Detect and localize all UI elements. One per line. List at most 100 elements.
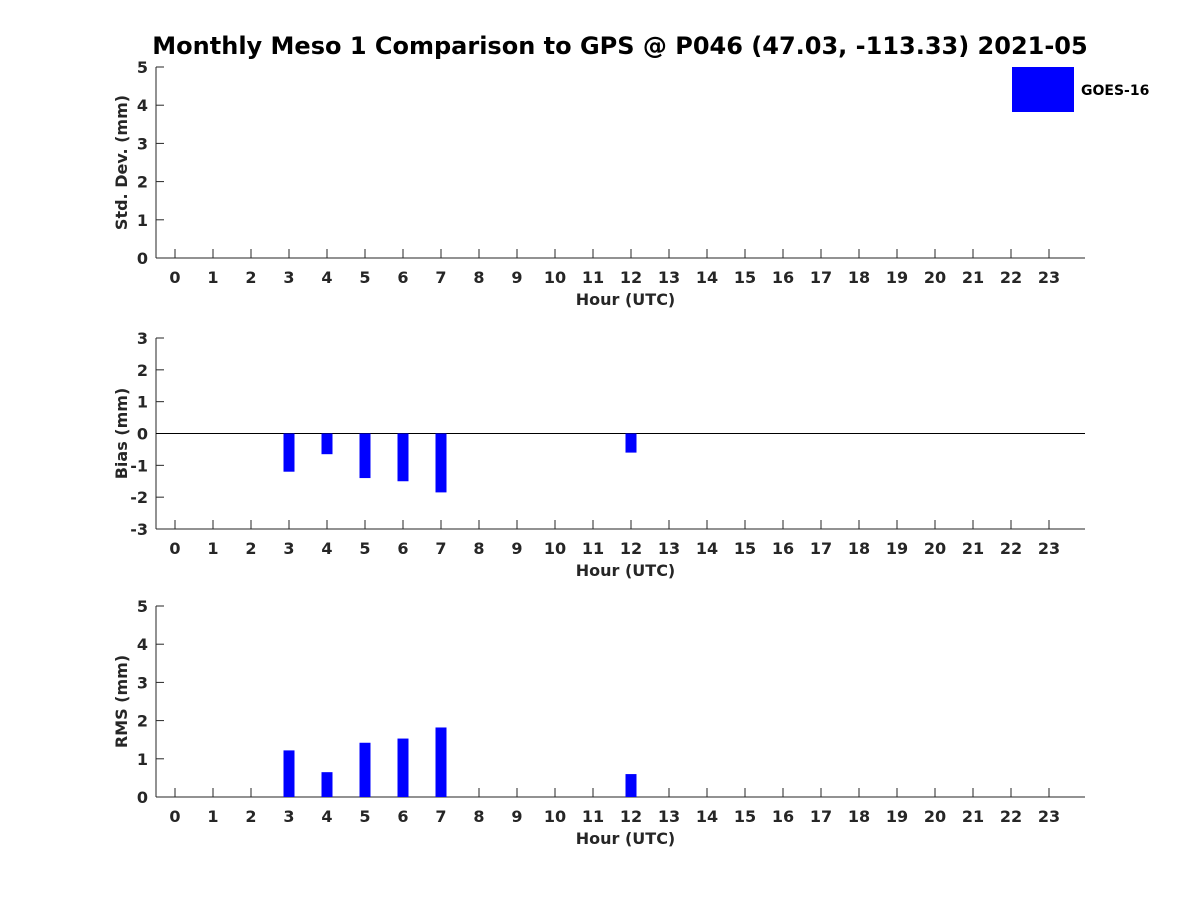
x-tick-label: 16 (772, 268, 794, 287)
bar-hour-6 (397, 433, 409, 482)
x-tick-label: 16 (772, 539, 794, 558)
x-tick-label: 3 (283, 539, 294, 558)
bar-hour-3 (283, 433, 295, 472)
bar-hour-6 (397, 738, 409, 797)
bar-hour-4 (321, 772, 333, 797)
x-tick-label: 2 (245, 807, 256, 826)
bar-hour-12 (625, 774, 637, 797)
x-tick-label: 22 (1000, 268, 1022, 287)
y-tick-label: 5 (137, 58, 148, 77)
x-tick-label: 0 (169, 807, 180, 826)
x-tick-label: 8 (473, 268, 484, 287)
legend-swatch (1012, 67, 1074, 112)
x-tick-label: 23 (1038, 539, 1060, 558)
x-tick-label: 15 (734, 539, 756, 558)
bar-hour-5 (359, 742, 371, 797)
y-tick-label: 0 (137, 249, 148, 268)
x-axis-label: Hour (UTC) (576, 561, 676, 580)
x-tick-label: 6 (397, 539, 408, 558)
x-tick-label: 13 (658, 268, 680, 287)
x-tick-label: 0 (169, 539, 180, 558)
x-tick-label: 4 (321, 807, 332, 826)
x-tick-label: 4 (321, 539, 332, 558)
y-tick-label: 3 (137, 673, 148, 692)
x-tick-label: 4 (321, 268, 332, 287)
x-tick-label: 3 (283, 807, 294, 826)
x-tick-label: 18 (848, 539, 870, 558)
x-tick-label: 8 (473, 807, 484, 826)
x-tick-label: 22 (1000, 539, 1022, 558)
x-tick-label: 6 (397, 268, 408, 287)
x-tick-label: 11 (582, 268, 604, 287)
x-tick-label: 9 (511, 268, 522, 287)
y-tick-label: 1 (137, 750, 148, 769)
x-axis-label: Hour (UTC) (576, 290, 676, 309)
x-tick-label: 20 (924, 268, 946, 287)
bar-hour-4 (321, 433, 333, 455)
x-tick-label: 5 (359, 539, 370, 558)
x-tick-label: 0 (169, 268, 180, 287)
legend: GOES-16 (1012, 67, 1149, 112)
x-tick-label: 12 (620, 807, 642, 826)
x-tick-label: 11 (582, 539, 604, 558)
x-tick-label: 9 (511, 807, 522, 826)
x-tick-label: 14 (696, 539, 718, 558)
x-tick-label: 19 (886, 807, 908, 826)
x-tick-label: 7 (435, 268, 446, 287)
x-tick-label: 19 (886, 268, 908, 287)
x-tick-label: 18 (848, 268, 870, 287)
x-tick-label: 2 (245, 268, 256, 287)
x-tick-label: 9 (511, 539, 522, 558)
x-tick-label: 10 (544, 807, 566, 826)
x-tick-label: 21 (962, 268, 984, 287)
x-tick-label: 15 (734, 807, 756, 826)
x-tick-label: 5 (359, 807, 370, 826)
y-axis-label: Bias (mm) (112, 388, 131, 480)
x-tick-label: 16 (772, 807, 794, 826)
y-tick-label: -3 (130, 520, 148, 539)
x-tick-label: 10 (544, 268, 566, 287)
bar-hour-12 (625, 433, 637, 453)
x-tick-label: 1 (207, 539, 218, 558)
x-tick-label: 6 (397, 807, 408, 826)
x-axis-label: Hour (UTC) (576, 829, 676, 848)
y-axis-label: RMS (mm) (112, 655, 131, 748)
legend-label: GOES-16 (1081, 83, 1149, 99)
x-tick-label: 3 (283, 268, 294, 287)
bar-hour-7 (435, 433, 447, 493)
y-tick-label: 2 (137, 173, 148, 192)
y-tick-label: -1 (130, 456, 148, 475)
x-tick-label: 20 (924, 807, 946, 826)
x-tick-label: 8 (473, 539, 484, 558)
y-tick-label: 3 (137, 329, 148, 348)
y-tick-label: 1 (137, 211, 148, 230)
y-tick-label: 1 (137, 393, 148, 412)
x-tick-label: 10 (544, 539, 566, 558)
y-tick-label: 5 (137, 597, 148, 616)
x-tick-label: 7 (435, 807, 446, 826)
y-tick-label: 0 (137, 788, 148, 807)
y-tick-label: 2 (137, 712, 148, 731)
x-tick-label: 12 (620, 539, 642, 558)
y-tick-label: 4 (137, 635, 148, 654)
bar-hour-3 (283, 750, 295, 797)
x-tick-label: 1 (207, 268, 218, 287)
bar-hour-5 (359, 433, 371, 479)
x-tick-label: 23 (1038, 807, 1060, 826)
x-tick-label: 5 (359, 268, 370, 287)
x-tick-label: 1 (207, 807, 218, 826)
figure-title: Monthly Meso 1 Comparison to GPS @ P046 … (152, 32, 1087, 60)
y-tick-label: 0 (137, 425, 148, 444)
x-tick-label: 17 (810, 539, 832, 558)
x-tick-label: 17 (810, 268, 832, 287)
y-tick-label: -2 (130, 488, 148, 507)
bar-hour-7 (435, 727, 447, 797)
x-tick-label: 2 (245, 539, 256, 558)
x-tick-label: 15 (734, 268, 756, 287)
y-axis-label: Std. Dev. (mm) (112, 95, 131, 230)
